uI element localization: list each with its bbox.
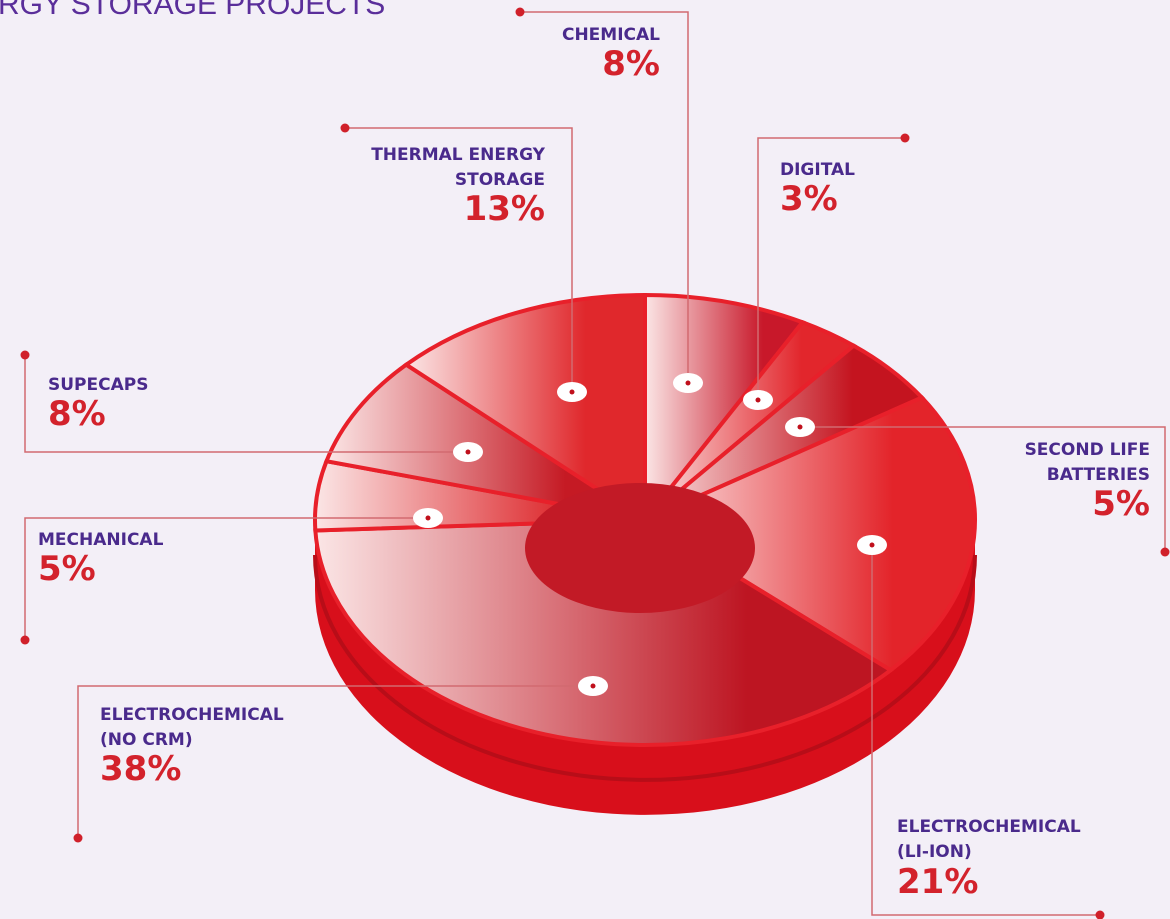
slice-marker-dot [797,424,803,430]
leader-dot [20,635,30,645]
value-label: 21% [897,862,978,902]
pie-hub [525,483,755,613]
slice-marker-dot [869,542,875,548]
leader-line [800,426,1166,552]
category-label: (NO CRM) [100,730,193,750]
category-label: STORAGE [455,170,545,190]
slice-marker-dot [590,683,596,689]
pie-slice [313,517,895,747]
category-label: (LI-ION) [897,842,972,862]
pie-slice [323,362,647,522]
leader-dot [1160,547,1170,557]
value-label: 5% [38,549,96,589]
leader-dot [73,833,83,843]
leader-line [24,517,428,640]
category-label: ELECTROCHEMICAL [100,705,284,725]
pie-side [315,520,975,815]
slice-marker-dot [685,380,691,386]
leader-dot [20,350,30,360]
value-label: 8% [48,394,106,434]
pie-slice [640,395,977,673]
leader-line [871,545,1100,916]
pie-side-stripe [313,554,977,782]
value-label: 13% [464,189,545,229]
value-label: 3% [780,179,838,219]
slice-marker-dot [755,397,761,403]
pie-slice [402,292,647,524]
slice-marker-dot [465,449,471,455]
chart-title: RGY STORAGE PROJECTS [0,0,385,21]
leader-line [24,355,468,453]
pie-slice [643,292,806,526]
leader-line [345,127,573,392]
leader-dot [900,133,910,143]
value-label: 38% [100,749,181,789]
leader-dot [340,123,350,133]
leader-line [520,11,689,383]
category-label: DIGITAL [780,160,855,180]
slice-marker-dot [569,389,575,395]
category-label: BATTERIES [1047,465,1150,485]
category-label: SUPECAPS [48,375,148,395]
category-label: MECHANICAL [38,530,164,550]
category-label: SECOND LIFE [1025,440,1150,460]
leader-line [77,685,593,838]
leader-dot [1095,910,1105,919]
value-label: 8% [602,44,660,84]
slice-marker-dot [425,515,431,521]
category-label: ELECTROCHEMICAL [897,817,1081,837]
leader-dot [515,7,525,17]
value-label: 5% [1092,484,1150,524]
category-label: CHEMICAL [562,25,660,45]
leader-line [757,137,905,400]
category-label: THERMAL ENERGY [371,145,545,165]
